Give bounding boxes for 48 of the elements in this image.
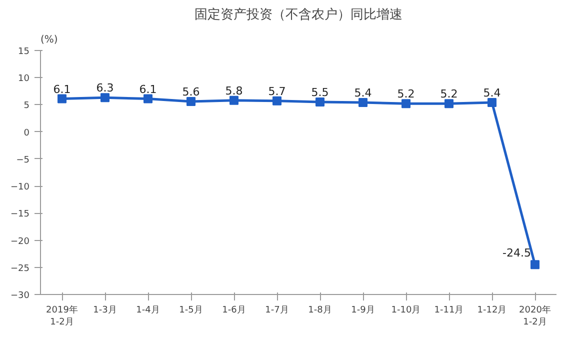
point	[58, 94, 66, 104]
point	[100, 93, 110, 102]
point	[444, 99, 454, 108]
x-tick-label: 1-7月	[265, 306, 289, 316]
x-tick-label: 1-12月	[477, 306, 507, 316]
data-label: 5.2	[397, 88, 415, 101]
x-tick-label: 1-4月	[136, 306, 160, 316]
y-axis-title: (%)	[40, 34, 58, 46]
point	[230, 96, 238, 105]
point	[530, 260, 540, 270]
point	[488, 98, 496, 108]
x-tick-label: 2019年 1-2月	[46, 304, 78, 328]
data-label: 5.8	[225, 84, 243, 98]
x-tick-label: 1-10月	[391, 306, 421, 316]
data-label: 5.2	[440, 88, 458, 101]
data-label: 6.1	[53, 82, 71, 96]
data-label: 5.4	[354, 86, 372, 100]
y-tick-label: 10	[18, 74, 30, 84]
x-tick-label: 1-6月	[222, 306, 246, 316]
data-label: 5.5	[311, 86, 329, 100]
y-tick-label: −20	[10, 236, 30, 247]
data-label: 5.6	[182, 85, 200, 98]
x-tick-label: 1-11月	[434, 306, 464, 316]
y-tick-label: 0	[24, 128, 30, 138]
point	[358, 98, 368, 108]
data-label: 5.4	[483, 86, 501, 100]
y-tick-label: −25	[10, 264, 30, 274]
x-tick-label: 2020年 1-2月	[519, 304, 551, 328]
point	[144, 94, 152, 104]
point	[272, 96, 282, 106]
data-label: 5.7	[268, 84, 286, 98]
x-tick-label: 1-9月	[351, 306, 375, 316]
data-label: 6.3	[96, 82, 114, 95]
y-tick-label: −10	[10, 182, 30, 193]
y-tick-label: 5	[24, 101, 30, 112]
x-tick-label: 1-5月	[179, 306, 203, 316]
point	[402, 99, 410, 108]
x-tick-label: 1-3月	[93, 306, 117, 316]
data-label: -24.5	[502, 246, 532, 260]
y-tick-label: 15	[18, 47, 30, 57]
chart-title: 固定资产投资（不含农户）同比增速	[194, 8, 402, 22]
data-label: 6.1	[139, 82, 157, 96]
y-tick-label: −30	[10, 291, 30, 301]
x-tick-label: 1-8月	[308, 306, 332, 316]
y-tick-label: −5	[16, 155, 30, 166]
point	[316, 98, 324, 107]
point	[186, 96, 196, 106]
y-tick-label: −15	[10, 210, 30, 220]
